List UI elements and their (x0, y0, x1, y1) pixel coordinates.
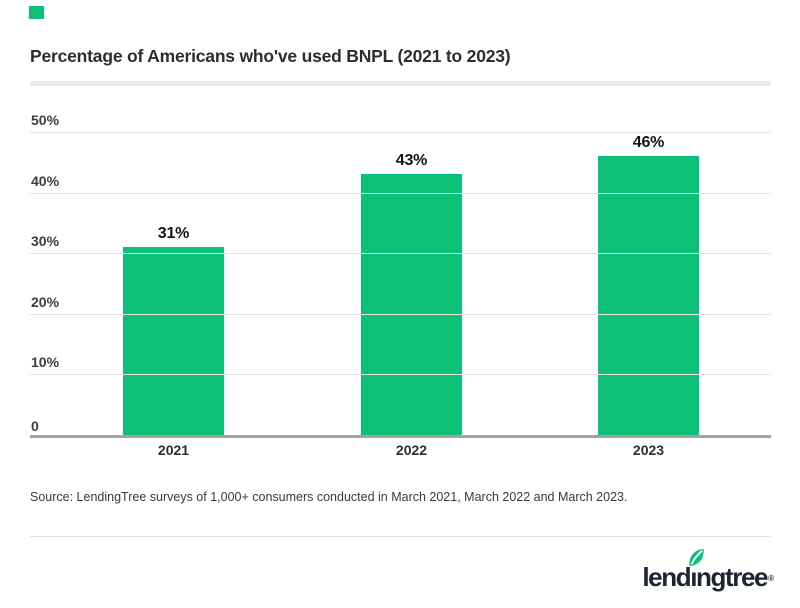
logo-text: ngtree (696, 562, 768, 592)
x-axis-label-2022: 2022 (395, 442, 428, 458)
chart-title: Percentage of Americans who've used BNPL… (30, 46, 511, 66)
x-axis-label-2021: 2021 (157, 442, 190, 458)
y-tick-label-10: 10% (31, 354, 60, 371)
title-divider (30, 81, 771, 86)
logo-text: lend (642, 562, 691, 592)
bar-2021 (123, 247, 224, 435)
x-axis-label-2023: 2023 (632, 442, 665, 458)
bar-value-label: 43% (395, 152, 428, 169)
registered-mark: ® (768, 574, 774, 583)
y-gridline-40 (30, 192, 771, 194)
y-tick-label-50: 50% (31, 112, 60, 128)
y-tick-label-20: 20% (31, 293, 60, 310)
y-gridline-50 (30, 132, 771, 133)
y-tick-label-30: 30% (31, 233, 60, 250)
bar-2023 (598, 156, 699, 435)
bar-value-label: 31% (157, 225, 190, 242)
y-tick-label-0: 0 (31, 418, 39, 434)
y-gridline-30 (30, 253, 771, 255)
lendingtree-logo: lendı ngtree® (642, 548, 774, 593)
logo-text-i: ı (690, 562, 697, 592)
y-gridline-20 (30, 313, 771, 315)
source-note: Source: LendingTree surveys of 1,000+ co… (30, 490, 628, 504)
leaf-icon (689, 548, 704, 567)
bar-group-2021: 31% (123, 225, 224, 435)
brand-accent-square (29, 6, 44, 19)
bar-2022 (361, 174, 462, 435)
bar-value-label: 46% (632, 134, 665, 151)
bar-group-2023: 46% (598, 134, 699, 435)
bar-group-2022: 43% (361, 152, 462, 435)
y-tick-label-40: 40% (31, 172, 60, 189)
x-axis-baseline (30, 435, 771, 438)
y-gridline-10 (30, 374, 771, 376)
footer-divider (30, 536, 771, 537)
